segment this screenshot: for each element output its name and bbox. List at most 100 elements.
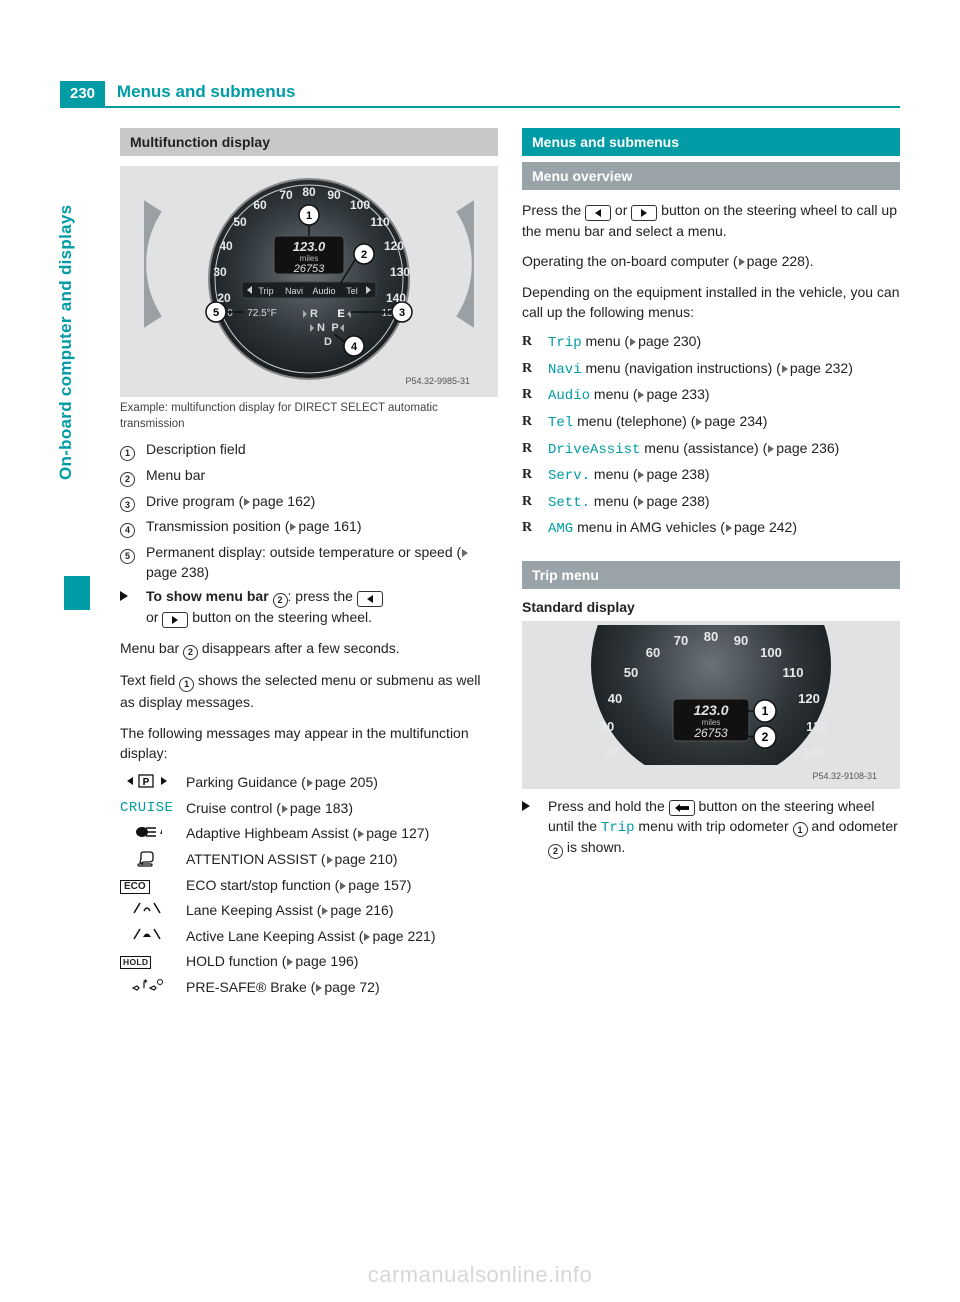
side-tab-text: On-board computer and displays: [56, 205, 76, 480]
svg-text:D: D: [324, 336, 332, 348]
left-arrow-button-icon: [585, 205, 611, 221]
lane-keeping-icon: [120, 901, 174, 915]
svg-text:Navi: Navi: [285, 286, 303, 296]
svg-text:40: 40: [608, 691, 622, 706]
presafe-brake-icon: ✶: [120, 978, 174, 992]
watermark: carmanualsonline.info: [0, 1262, 960, 1288]
svg-text:60: 60: [253, 198, 267, 212]
svg-text:26753: 26753: [293, 263, 325, 275]
callout-1-icon: 1: [120, 446, 135, 461]
standard-display-figure: 60 70 80 90 100 50 110 40 120 30 130 20 …: [522, 621, 900, 789]
callout-4-icon: 4: [120, 523, 135, 538]
para-textfield: Text field 1 shows the selected menu or …: [120, 670, 498, 712]
svg-text:130: 130: [390, 265, 410, 279]
svg-text:Trip: Trip: [258, 286, 273, 296]
svg-text:80: 80: [704, 629, 718, 644]
svg-text:30: 30: [600, 719, 614, 734]
menu-bullet: R DriveAssist menu (assistance) (page 23…: [522, 439, 900, 461]
adaptive-highbeam-icon: A: [120, 824, 174, 840]
parking-guidance-icon: P: [120, 773, 174, 789]
indicator-row: A Adaptive Highbeam Assist (page 127): [120, 824, 498, 844]
callout-3-text: Drive program (page 162): [146, 492, 498, 512]
svg-text:5: 5: [213, 307, 219, 319]
bullet-triangle-icon: [522, 801, 530, 811]
svg-text:miles: miles: [300, 254, 319, 263]
svg-text:1: 1: [306, 210, 312, 222]
page: 230 Menus and submenus On-board computer…: [0, 0, 960, 1302]
gauge-illustration-2: 60 70 80 90 100 50 110 40 120 30 130 20 …: [541, 625, 881, 785]
instruction-press-hold: Press and hold the button on the steerin…: [522, 797, 900, 859]
instruction-list: Press and hold the button on the steerin…: [522, 797, 900, 859]
para-depending: Depending on the equipment installed in …: [522, 282, 900, 323]
menu-bullet: R Tel menu (telephone) (page 234): [522, 412, 900, 434]
svg-text:120: 120: [798, 691, 820, 706]
svg-text:123.0: 123.0: [293, 239, 326, 254]
svg-text:110: 110: [370, 215, 390, 229]
page-number: 230: [60, 81, 105, 106]
svg-text:90: 90: [327, 188, 341, 202]
eco-icon: ECO: [120, 876, 174, 894]
svg-text:N: N: [317, 322, 325, 334]
indicator-row: ECO ECO start/stop function (page 157): [120, 876, 498, 896]
callout-2-icon: 2: [120, 472, 135, 487]
bullet-triangle-icon: [120, 591, 128, 601]
gauge-illustration: 60 70 80 90 100 50 110 40 120 30 130 20 …: [144, 174, 474, 389]
svg-text:2: 2: [361, 249, 367, 261]
menu-bullet-list: R Trip menu (page 230) R Navi menu (navi…: [522, 332, 900, 540]
svg-text:70: 70: [279, 188, 293, 202]
instruction-show-menu: To show menu bar 2: press the or button …: [120, 587, 498, 628]
menu-bullet: R AMG menu in AMG vehicles (page 242): [522, 518, 900, 540]
svg-text:50: 50: [233, 215, 247, 229]
menu-bullet: R Audio menu (page 233): [522, 385, 900, 407]
right-column: Menus and submenus Menu overview Press t…: [522, 128, 900, 1003]
svg-text:26753: 26753: [693, 726, 728, 740]
svg-text:P54.32-9985-31: P54.32-9985-31: [405, 376, 470, 386]
svg-text:20: 20: [604, 745, 618, 760]
side-tab-block: [64, 576, 90, 610]
svg-text:80: 80: [302, 185, 316, 199]
callout-5-text: Permanent display: outside temperature o…: [146, 543, 498, 582]
svg-text:✶: ✶: [142, 978, 149, 986]
indicator-icon-table: P Parking Guidance (page 205) CRUISE Cru…: [120, 773, 498, 997]
svg-text:P54.32-9108-31: P54.32-9108-31: [812, 771, 877, 781]
section-multifunction-display: Multifunction display: [120, 128, 498, 156]
figure-caption: Example: multifunction display for DIREC…: [120, 401, 498, 432]
svg-text:40: 40: [219, 239, 233, 253]
heading-standard-display: Standard display: [522, 599, 900, 615]
svg-text:100: 100: [350, 198, 370, 212]
cruise-control-icon: CRUISE: [120, 799, 174, 819]
indicator-row: ATTENTION ASSIST (page 210): [120, 850, 498, 870]
svg-text:50: 50: [624, 665, 638, 680]
indicator-row: ✶ PRE-SAFE® Brake (page 72): [120, 978, 498, 998]
svg-text:R: R: [310, 308, 318, 320]
active-lane-keeping-icon: [120, 927, 174, 941]
right-arrow-button-icon: [162, 612, 188, 628]
svg-text:A: A: [160, 826, 162, 836]
section-trip-menu: Trip menu: [522, 561, 900, 589]
svg-text:70: 70: [674, 633, 688, 648]
svg-text:140: 140: [802, 745, 824, 760]
svg-text:130: 130: [806, 719, 828, 734]
page-header: 230 Menus and submenus: [60, 78, 900, 108]
callout-2-text: Menu bar: [146, 466, 498, 486]
legend-item: 5 Permanent display: outside temperature…: [120, 543, 498, 582]
svg-text:4: 4: [351, 341, 358, 353]
svg-text:3: 3: [399, 307, 405, 319]
para-press-arrows: Press the or button on the steering whee…: [522, 200, 900, 241]
legend-item: 3 Drive program (page 162): [120, 492, 498, 513]
callout-4-text: Transmission position (page 161): [146, 517, 498, 537]
svg-text:90: 90: [734, 633, 748, 648]
left-column: Multifunction display: [120, 128, 498, 1003]
svg-text:E: E: [337, 308, 344, 320]
svg-text:Audio: Audio: [312, 286, 335, 296]
menu-bullet: R Sett. menu (page 238): [522, 492, 900, 514]
svg-text:60: 60: [646, 645, 660, 660]
indicator-row: Lane Keeping Assist (page 216): [120, 901, 498, 921]
callout-5-icon: 5: [120, 549, 135, 564]
svg-text:1: 1: [762, 704, 769, 718]
multifunction-display-figure: 60 70 80 90 100 50 110 40 120 30 130 20 …: [120, 166, 498, 397]
right-arrow-button-icon: [631, 205, 657, 221]
svg-text:120: 120: [384, 239, 404, 253]
callout-3-icon: 3: [120, 497, 135, 512]
indicator-row: HOLD HOLD function (page 196): [120, 952, 498, 972]
